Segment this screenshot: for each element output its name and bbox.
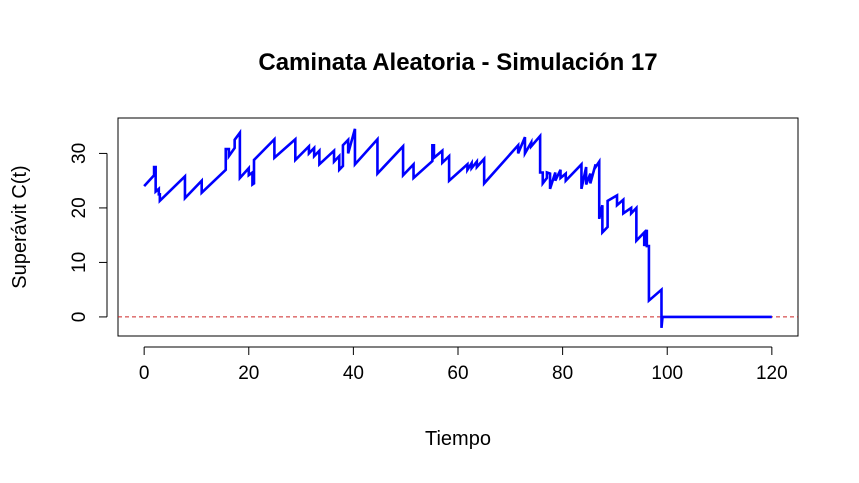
x-tick-label: 0 bbox=[139, 363, 150, 384]
x-axis: 0 20 40 60 80 100 120 bbox=[139, 346, 788, 384]
x-tick-label: 20 bbox=[238, 363, 259, 384]
x-tick-label: 120 bbox=[756, 363, 788, 384]
plot-frame bbox=[117, 117, 799, 337]
x-tick-label: 60 bbox=[447, 363, 468, 384]
x-tick-label: 100 bbox=[651, 363, 683, 384]
y-axis-label: Superávit C(t) bbox=[9, 165, 31, 288]
x-tick-label: 40 bbox=[343, 363, 364, 384]
chart-title: Caminata Aleatoria - Simulación 17 bbox=[258, 49, 657, 76]
series-line-0 bbox=[143, 128, 772, 328]
y-tick-label: 0 bbox=[69, 312, 90, 323]
y-tick-label: 10 bbox=[69, 252, 90, 273]
series-group bbox=[143, 128, 772, 328]
y-tick-label: 20 bbox=[69, 197, 90, 218]
x-tick-label: 80 bbox=[552, 363, 573, 384]
y-axis: 0 10 20 30 bbox=[69, 143, 108, 323]
y-tick-label: 30 bbox=[69, 143, 90, 164]
x-axis-label: Tiempo bbox=[425, 428, 491, 450]
